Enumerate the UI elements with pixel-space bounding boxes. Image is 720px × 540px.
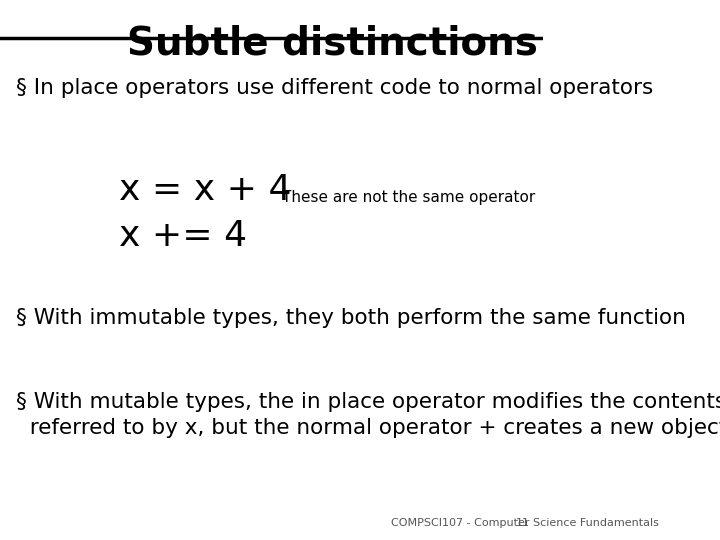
Text: These are not the same operator: These are not the same operator bbox=[282, 190, 536, 205]
Text: x += 4: x += 4 bbox=[120, 219, 248, 253]
Text: 11: 11 bbox=[516, 518, 529, 528]
Text: COMPSCI107 - Computer Science Fundamentals: COMPSCI107 - Computer Science Fundamenta… bbox=[391, 518, 659, 528]
Text: § In place operators use different code to normal operators: § In place operators use different code … bbox=[17, 78, 654, 98]
Text: x = x + 4: x = x + 4 bbox=[120, 173, 292, 207]
Text: Subtle distinctions: Subtle distinctions bbox=[127, 24, 538, 62]
Text: § With immutable types, they both perform the same function: § With immutable types, they both perfor… bbox=[17, 308, 686, 328]
Text: § With mutable types, the in place operator modifies the contents
  referred to : § With mutable types, the in place opera… bbox=[17, 392, 720, 438]
